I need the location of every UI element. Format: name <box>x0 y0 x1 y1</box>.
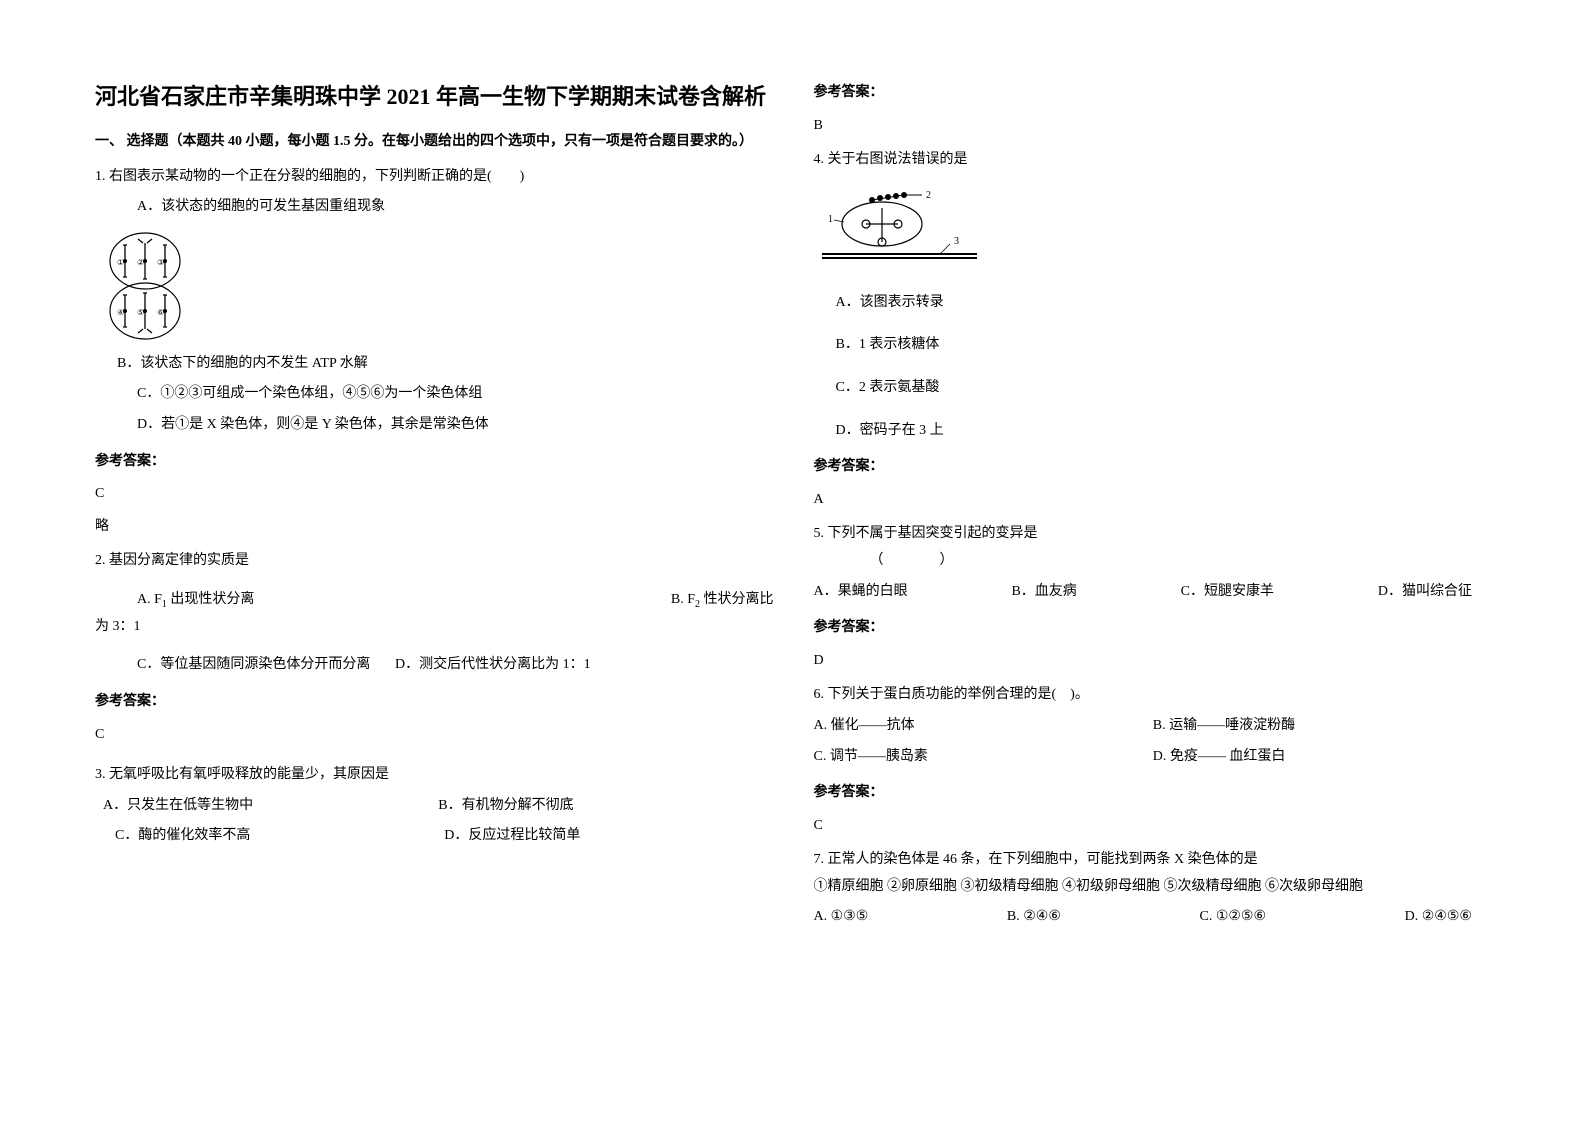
question-5-options: A．果蝇的白眼 B．血友病 C．短腿安康羊 D．猫叫综合征 <box>814 579 1493 606</box>
question-4-option-b: B．1 表示核糖体 <box>814 332 1493 359</box>
question-3-option-d: D．反应过程比较简单 <box>444 823 773 850</box>
question-5-answer-label: 参考答案： <box>814 615 1493 642</box>
question-2-stem: 2. 基因分离定律的实质是 <box>95 548 774 575</box>
question-7-stem: 7. 正常人的染色体是 46 条，在下列细胞中，可能找到两条 X 染色体的是 <box>814 847 1493 874</box>
question-2-option-c: C．等位基因随同源染色体分开而分离 <box>95 652 395 679</box>
svg-text:2: 2 <box>926 190 931 201</box>
question-6-options-row2: C. 调节——胰岛素 D. 免疫—— 血红蛋白 <box>814 744 1493 771</box>
question-5-option-d: D．猫叫综合征 <box>1378 579 1472 606</box>
question-2-option-b-tail: 为 3：1 <box>95 614 774 641</box>
question-1-answer: C <box>95 481 774 508</box>
question-6-option-b: B. 运输——唾液淀粉酶 <box>1153 713 1492 740</box>
question-1-stem: 1. 右图表示某动物的一个正在分裂的细胞的，下列判断正确的是( ) <box>95 164 774 191</box>
question-4-stem: 4. 关于右图说法错误的是 <box>814 147 1493 174</box>
question-4-option-a: A．该图表示转录 <box>814 290 1493 317</box>
svg-text:①: ① <box>117 258 124 267</box>
svg-text:⑥: ⑥ <box>157 308 164 317</box>
question-3-option-c: C．酶的催化效率不高 <box>95 823 444 850</box>
question-6-answer-label: 参考答案： <box>814 780 1493 807</box>
question-2-option-d: D．测交后代性状分离比为 1：1 <box>395 652 591 679</box>
question-7-option-a: A. ①③⑤ <box>814 904 869 931</box>
svg-text:②: ② <box>137 258 144 267</box>
question-5-stem: 5. 下列不属于基因突变引起的变异是 <box>814 521 1493 548</box>
svg-text:⑤: ⑤ <box>137 308 144 317</box>
question-4-figure: 1 2 3 <box>822 184 1493 274</box>
question-3-option-b: B．有机物分解不彻底 <box>438 793 773 820</box>
question-2-answer-label: 参考答案： <box>95 689 774 716</box>
svg-text:④: ④ <box>117 308 124 317</box>
section-1-header: 一、 选择题（本题共 40 小题，每小题 1.5 分。在每小题给出的四个选项中，… <box>95 129 774 156</box>
question-4-answer-label: 参考答案： <box>814 454 1493 481</box>
question-1-option-c: C．①②③可组成一个染色体组，④⑤⑥为一个染色体组 <box>95 381 774 408</box>
question-3-options-row1: A．只发生在低等生物中 B．有机物分解不彻底 <box>95 793 774 820</box>
question-7-option-b: B. ②④⑥ <box>1007 904 1061 931</box>
question-6-option-d: D. 免疫—— 血红蛋白 <box>1153 744 1492 771</box>
question-2-option-b: B. F2 性状分离比 <box>671 587 774 614</box>
question-1-figure: ① ② ③ ④ ⑤ ⑥ <box>103 231 774 341</box>
question-3-options-row2: C．酶的催化效率不高 D．反应过程比较简单 <box>95 823 774 850</box>
question-5-option-b: B．血友病 <box>1011 579 1076 606</box>
left-column: 河北省石家庄市辛集明珠中学 2021 年高一生物下学期期末试卷含解析 一、 选择… <box>95 80 774 1042</box>
question-5-paren: （ ） <box>814 548 1493 575</box>
question-6-answer: C <box>814 813 1493 840</box>
question-6-option-a: A. 催化——抗体 <box>814 713 1153 740</box>
question-4-option-c: C．2 表示氨基酸 <box>814 375 1493 402</box>
question-6-stem: 6. 下列关于蛋白质功能的举例合理的是( )。 <box>814 682 1493 709</box>
question-7-option-c: C. ①②⑤⑥ <box>1199 904 1266 931</box>
question-7-option-d: D. ②④⑤⑥ <box>1405 904 1472 931</box>
svg-text:1: 1 <box>828 214 833 225</box>
question-7-options: A. ①③⑤ B. ②④⑥ C. ①②⑤⑥ D. ②④⑤⑥ <box>814 904 1493 931</box>
question-1-option-a: A．该状态的细胞的可发生基因重组现象 <box>95 194 774 221</box>
question-5-answer: D <box>814 648 1493 675</box>
question-2-option-a: A. F1 出现性状分离 <box>95 587 254 614</box>
question-4-option-d: D．密码子在 3 上 <box>814 418 1493 445</box>
question-5-option-c: C．短腿安康羊 <box>1181 579 1274 606</box>
question-3-answer: B <box>814 113 1493 140</box>
question-7-items: ①精原细胞 ②卵原细胞 ③初级精母细胞 ④初级卵母细胞 ⑤次级精母细胞 ⑥次级卵… <box>814 874 1493 901</box>
question-1-answer-label: 参考答案： <box>95 449 774 476</box>
svg-text:③: ③ <box>157 258 164 267</box>
question-3-option-a: A．只发生在低等生物中 <box>95 793 438 820</box>
question-5-option-a: A．果蝇的白眼 <box>814 579 908 606</box>
question-1-option-b: B．该状态下的细胞的内不发生 ATP 水解 <box>95 351 774 378</box>
right-column: 参考答案： B 4. 关于右图说法错误的是 <box>814 80 1493 1042</box>
svg-text:3: 3 <box>954 236 959 247</box>
question-1-option-d: D．若①是 X 染色体，则④是 Y 染色体，其余是常染色体 <box>95 412 774 439</box>
question-3-stem: 3. 无氧呼吸比有氧呼吸释放的能量少，其原因是 <box>95 762 774 789</box>
question-1-note: 略 <box>95 514 774 541</box>
question-4-answer: A <box>814 487 1493 514</box>
question-3-answer-label: 参考答案： <box>814 80 1493 107</box>
question-6-options-row1: A. 催化——抗体 B. 运输——唾液淀粉酶 <box>814 713 1493 740</box>
question-2-answer: C <box>95 722 774 749</box>
document-title: 河北省石家庄市辛集明珠中学 2021 年高一生物下学期期末试卷含解析 <box>95 80 774 113</box>
question-6-option-c: C. 调节——胰岛素 <box>814 744 1153 771</box>
